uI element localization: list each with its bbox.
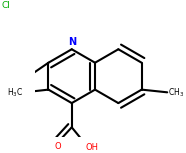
Text: OH: OH [86, 143, 99, 152]
Text: CH$_3$: CH$_3$ [168, 86, 184, 99]
Text: O: O [55, 142, 62, 151]
Text: Cl: Cl [1, 1, 10, 10]
Text: N: N [68, 37, 76, 47]
Text: H$_3$C: H$_3$C [7, 86, 24, 99]
